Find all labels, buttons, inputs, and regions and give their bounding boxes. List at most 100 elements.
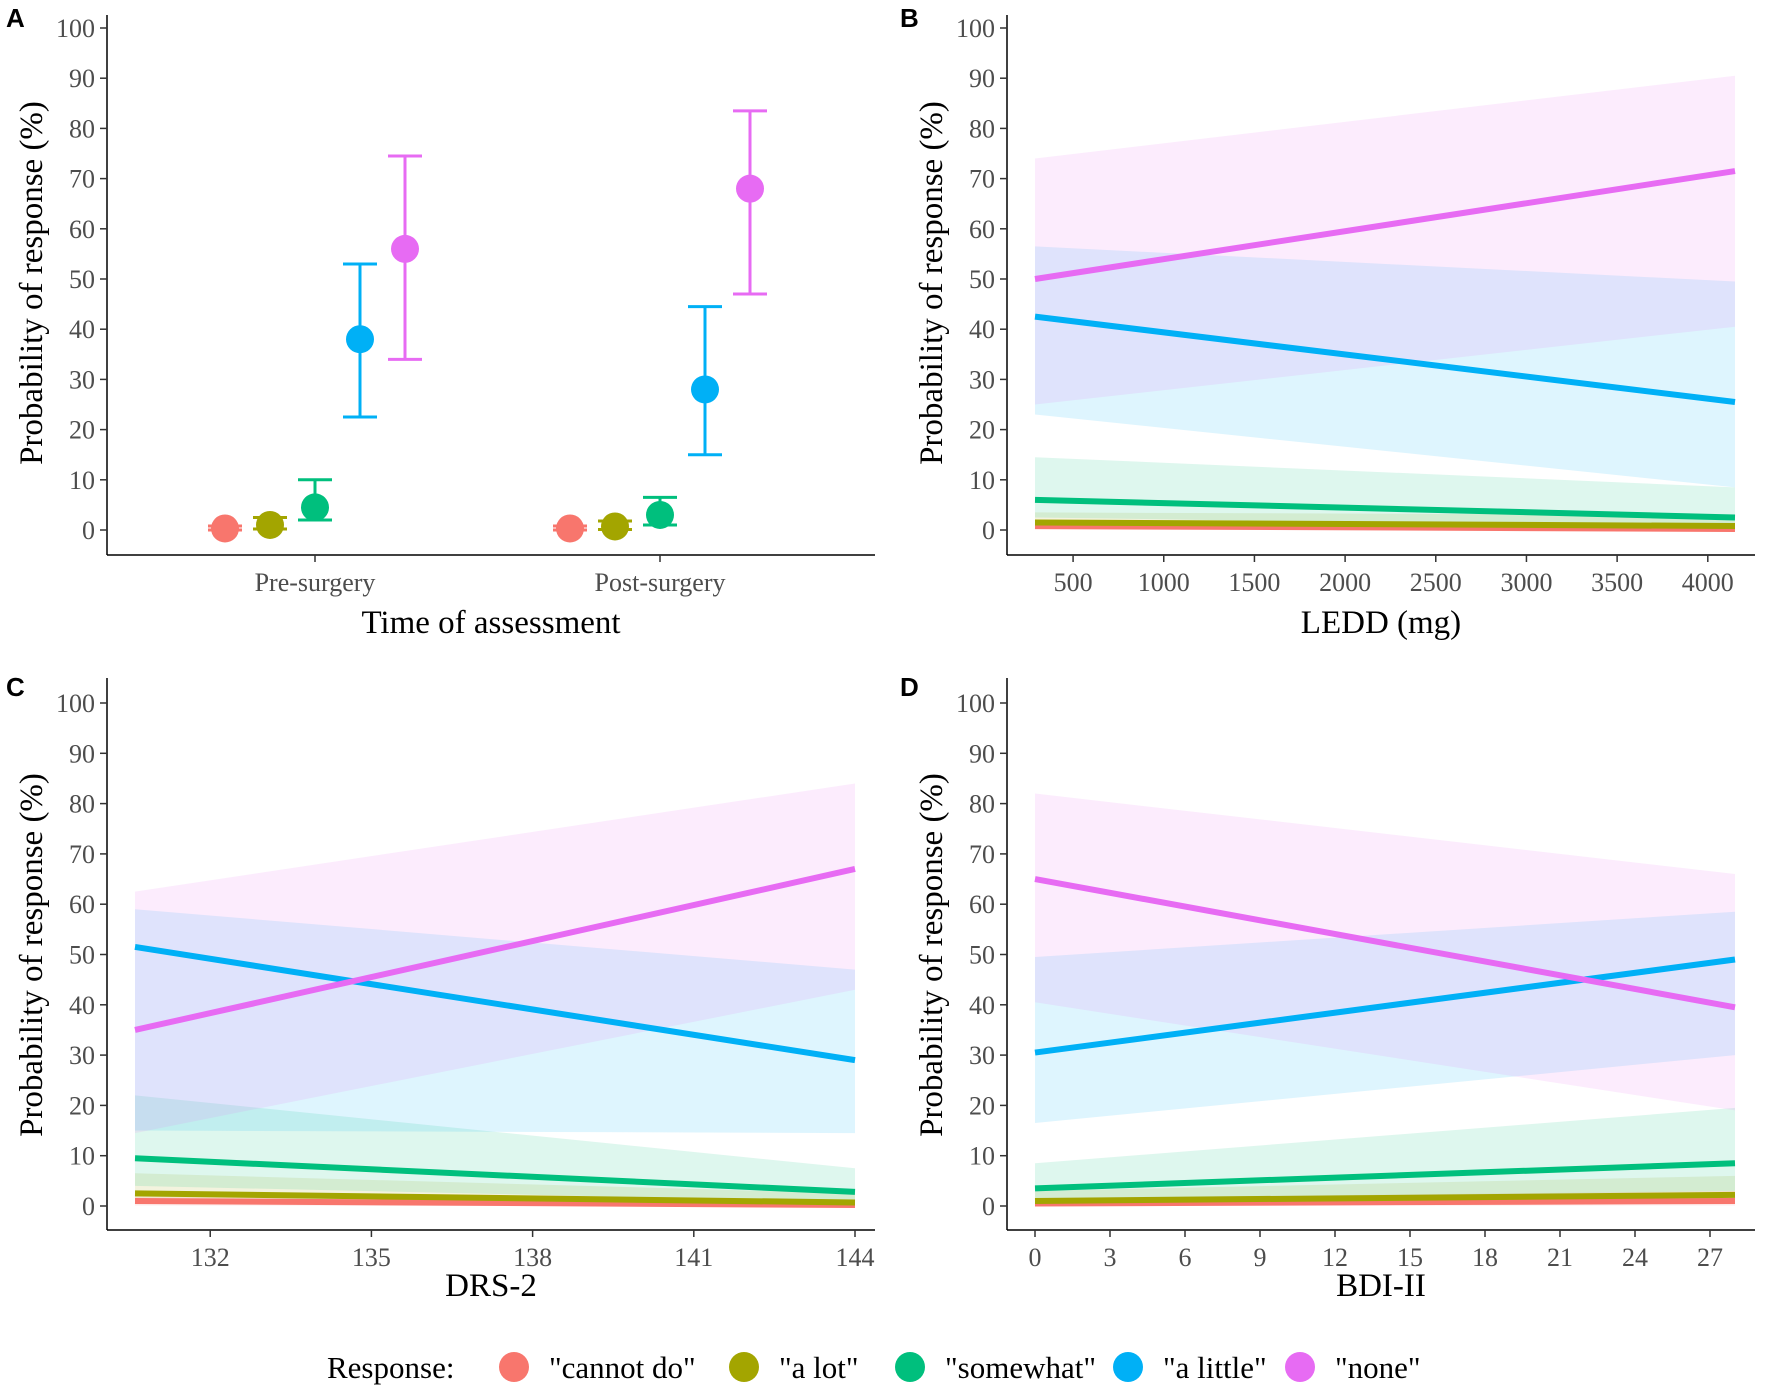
y-tick-label: 20 <box>69 1091 95 1120</box>
legend-key <box>499 1352 529 1382</box>
panel-c: C 0 10 20 30 40 50 60 70 80 90 100 Probability of re… <box>6 672 875 1304</box>
y-tick-label: 90 <box>969 64 995 93</box>
x-tick-label: 4000 <box>1682 568 1734 597</box>
x-tick-label: 12 <box>1322 1243 1348 1272</box>
confidence-band <box>1035 457 1735 528</box>
y-tick-label: 50 <box>69 941 95 970</box>
series-line <box>134 1155 856 1195</box>
y-tick-label: 10 <box>69 466 95 495</box>
series-line <box>1034 168 1736 282</box>
y-tick-label: 20 <box>969 416 995 445</box>
y-tick-label: 50 <box>969 265 995 294</box>
y-tick-label: 0 <box>82 1192 95 1221</box>
y-tick-label: 60 <box>969 215 995 244</box>
series-line <box>1034 876 1736 1011</box>
legend-key <box>1285 1352 1315 1382</box>
legend-label: "a little" <box>1163 1350 1267 1385</box>
y-tick-label: 30 <box>69 365 95 394</box>
x-tick-label: 9 <box>1254 1243 1267 1272</box>
y-tick-label: 70 <box>69 165 95 194</box>
x-tick-label: 15 <box>1397 1243 1423 1272</box>
y-tick-label: 40 <box>969 991 995 1020</box>
legend-item: "somewhat" <box>895 1350 1096 1385</box>
x-tick-label: Post-surgery <box>595 568 726 597</box>
y-tick-label: 30 <box>69 1041 95 1070</box>
confidence-band <box>1035 1107 1735 1201</box>
legend-item: "a lot" <box>729 1350 859 1385</box>
x-tick-label: 1000 <box>1138 568 1190 597</box>
legend-key <box>895 1352 925 1382</box>
x-tick-label: 135 <box>352 1243 391 1272</box>
y-tick-label: 0 <box>982 516 995 545</box>
y-tick-label: 70 <box>969 165 995 194</box>
data-point <box>691 375 719 404</box>
x-axis-title: Time of assessment <box>361 605 620 641</box>
y-tick-label: 40 <box>969 315 995 344</box>
y-tick-label: 20 <box>969 1091 995 1120</box>
y-tick-label: 100 <box>956 689 995 718</box>
y-tick-label: 0 <box>82 516 95 545</box>
y-tick-label: 40 <box>69 315 95 344</box>
legend-key <box>729 1352 759 1382</box>
data-point <box>211 514 239 543</box>
x-axis-title: BDI-II <box>1336 1268 1426 1304</box>
y-tick-label: 60 <box>969 890 995 919</box>
data-point <box>736 174 764 203</box>
x-axis-title: LEDD (mg) <box>1301 605 1461 641</box>
series-line <box>1034 956 1736 1056</box>
panel-letter: C <box>6 672 25 702</box>
panel-letter: A <box>6 3 25 33</box>
x-tick-label: 0 <box>1029 1243 1042 1272</box>
y-tick-label: 90 <box>969 739 995 768</box>
y-tick-label: 50 <box>69 265 95 294</box>
y-tick-label: 10 <box>969 1142 995 1171</box>
data-point <box>556 514 584 543</box>
legend-label: "somewhat" <box>945 1350 1096 1385</box>
y-tick-label: 50 <box>969 941 995 970</box>
series-line <box>134 1197 856 1208</box>
y-tick-label: 80 <box>69 790 95 819</box>
y-tick-label: 80 <box>969 790 995 819</box>
y-tick-label: 10 <box>969 466 995 495</box>
confidence-band <box>1035 75 1735 405</box>
y-tick-label: 100 <box>56 14 95 43</box>
legend-label: "none" <box>1335 1350 1421 1385</box>
x-tick-label: 138 <box>513 1243 552 1272</box>
series-line <box>134 1190 856 1206</box>
y-tick-label: 80 <box>969 114 995 143</box>
y-tick-label: 70 <box>969 840 995 869</box>
y-axis-title: Probability of response (%) <box>914 773 950 1137</box>
y-tick-label: 100 <box>956 14 995 43</box>
y-axis-title: Probability of response (%) <box>14 773 50 1137</box>
x-tick-label: 27 <box>1697 1243 1723 1272</box>
x-tick-label: Pre-surgery <box>255 568 376 597</box>
legend-item: "none" <box>1285 1350 1421 1385</box>
y-tick-label: 90 <box>69 64 95 93</box>
panel-letter: D <box>900 672 919 702</box>
confidence-band <box>1035 246 1735 488</box>
y-tick-label: 40 <box>69 991 95 1020</box>
legend-key <box>1113 1352 1143 1382</box>
series-line <box>1034 1160 1736 1192</box>
x-tick-label: 141 <box>674 1243 713 1272</box>
series-line <box>1034 496 1736 521</box>
x-tick-label: 144 <box>836 1243 875 1272</box>
y-tick-label: 30 <box>969 365 995 394</box>
y-tick-label: 70 <box>69 840 95 869</box>
y-tick-label: 20 <box>69 416 95 445</box>
x-tick-label: 2000 <box>1319 568 1371 597</box>
x-tick-label: 24 <box>1622 1243 1648 1272</box>
x-tick-label: 2500 <box>1410 568 1462 597</box>
y-axis-title: Probability of response (%) <box>914 101 950 465</box>
y-tick-label: 0 <box>982 1192 995 1221</box>
data-point <box>256 510 284 539</box>
legend-item: "a little" <box>1113 1350 1267 1385</box>
series-line <box>134 943 856 1064</box>
series-line <box>1034 1191 1736 1204</box>
legend: Response: "cannot do" "a lot" "somewhat" "a … <box>327 1350 1421 1385</box>
confidence-band <box>1035 911 1735 1124</box>
x-tick-label: 1500 <box>1228 568 1280 597</box>
legend-item: "cannot do" <box>499 1350 696 1385</box>
panel-b: B 0 10 20 30 40 50 60 70 80 90 100 Probability of re… <box>900 3 1755 641</box>
